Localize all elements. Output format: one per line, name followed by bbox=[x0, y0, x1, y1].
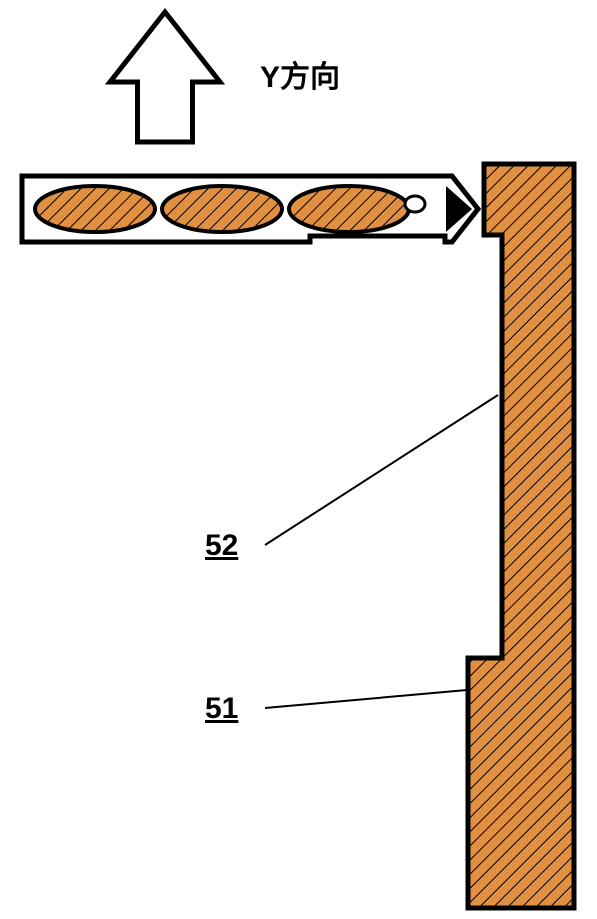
figure-diagram: Y方向 52 51 bbox=[0, 0, 597, 919]
callout-line-52 bbox=[265, 395, 498, 545]
y-direction-arrow bbox=[110, 12, 220, 142]
oval-1 bbox=[35, 186, 155, 232]
y-direction-label: Y方向 bbox=[260, 60, 340, 94]
oval-2 bbox=[162, 186, 282, 232]
callout-line-51 bbox=[265, 690, 467, 708]
callout-label-51: 51 bbox=[205, 692, 238, 725]
vertical-structure bbox=[468, 164, 574, 908]
small-circle bbox=[405, 196, 425, 212]
callout-label-52: 52 bbox=[205, 529, 238, 562]
oval-3 bbox=[289, 186, 409, 232]
